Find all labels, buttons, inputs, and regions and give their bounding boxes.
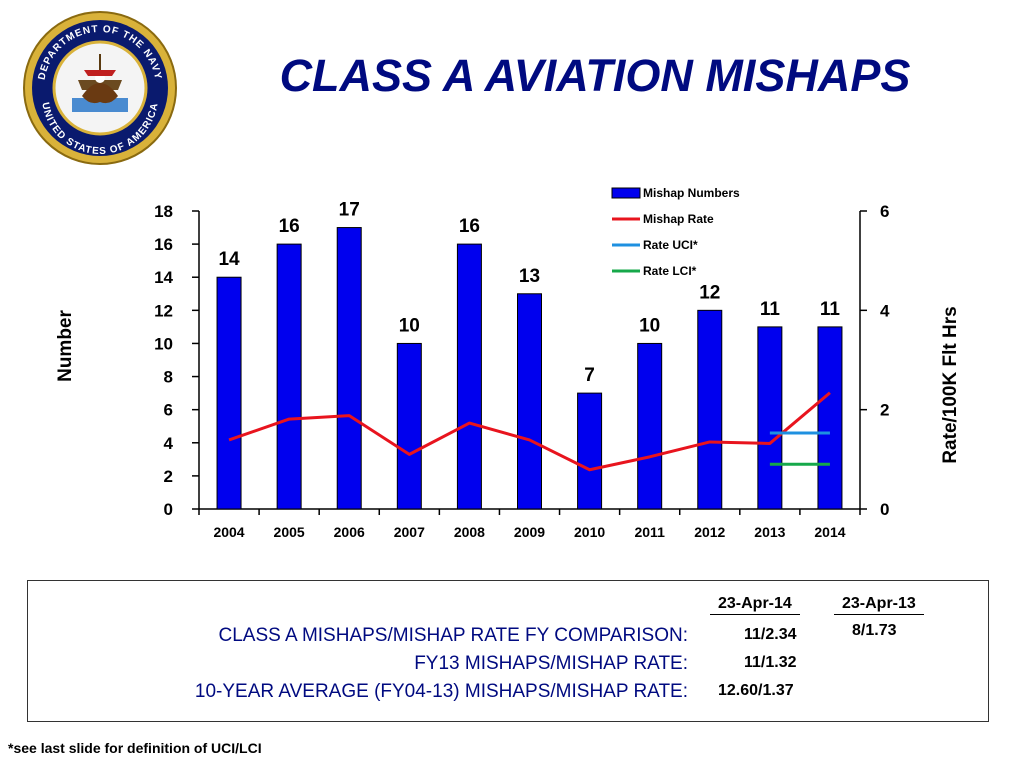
data-labels: 14 16 17 10 16 13 7 10 12 11 11 <box>218 200 840 387</box>
y-tick-label: 4 <box>164 434 174 453</box>
slide-title: CLASS A AVIATION MISHAPS <box>279 50 911 101</box>
cell-10yr-average-current: 12.60/1.37 <box>718 682 794 699</box>
bar-data-label: 13 <box>519 266 540 287</box>
bar-mishap-numbers <box>456 243 482 510</box>
row-label-10yr-average: 10-YEAR AVERAGE (FY04-13) MISHAPS/MISHAP… <box>194 681 688 702</box>
bar-data-label: 11 <box>820 299 841 320</box>
y-tick-label: 16 <box>154 235 173 254</box>
col-header-current: 23-Apr-14 <box>710 595 800 615</box>
footnote: *see last slide for definition of UCI/LC… <box>8 740 262 756</box>
bar-mishap-numbers <box>396 342 422 510</box>
x-tick-label: 2011 <box>634 524 665 540</box>
legend-label: Rate LCI* <box>643 264 697 278</box>
y2-axis-label: Rate/100K Flt Hrs <box>940 306 961 463</box>
x-tick-label: 2004 <box>213 524 244 540</box>
bar-data-label: 10 <box>639 315 660 336</box>
bar-mishap-numbers <box>216 276 242 510</box>
y-tick-label: 8 <box>164 368 173 387</box>
y-tick-label: 10 <box>154 334 173 353</box>
x-tick-label: 2005 <box>274 524 305 540</box>
bar-mishap-numbers <box>697 309 723 510</box>
rate-lines <box>228 391 831 472</box>
y-tick-label: 18 <box>154 202 173 221</box>
bar-data-label: 12 <box>699 282 720 303</box>
x-tick-label: 2009 <box>514 524 545 540</box>
legend-label: Rate UCI* <box>643 238 698 252</box>
bar-mishap-numbers <box>757 326 783 510</box>
chart-axes: 0 2 4 6 8 10 12 14 16 18 0 2 4 6 2004 2005 2006 2007 2008 2… <box>154 202 890 540</box>
bar-mishap-numbers <box>276 243 302 510</box>
navy-seal-logo: DEPARTMENT OF THE NAVY UNITED STATES OF … <box>23 11 177 165</box>
x-tick-label: 2012 <box>694 524 725 540</box>
bar-mishap-numbers <box>517 293 542 510</box>
bar-mishap-numbers <box>336 227 362 510</box>
chart-legend: Mishap Numbers Mishap Rate Rate UCI* Rate L… <box>611 186 740 278</box>
comparison-box: 23-Apr-14 23-Apr-13 CLASS A MISHAPS/MISH… <box>27 580 989 722</box>
bar-mishap-numbers <box>637 342 663 510</box>
y-tick-label: 2 <box>164 467 173 486</box>
x-tick-label: 2014 <box>814 524 845 540</box>
bar-mishap-numbers <box>817 326 843 510</box>
x-tick-label: 2013 <box>754 524 785 540</box>
y-axis-label: Number <box>55 310 76 382</box>
mishap-bars <box>216 227 843 510</box>
y-tick-label: 0 <box>164 500 173 519</box>
bar-data-label: 14 <box>218 249 240 270</box>
x-tick-label: 2010 <box>574 524 605 540</box>
bar-data-label: 16 <box>279 216 300 237</box>
line-mishap-rate <box>228 391 831 472</box>
legend-swatch <box>611 187 641 199</box>
x-tick-label: 2008 <box>454 524 485 540</box>
bar-data-label: 7 <box>584 365 595 386</box>
x-tick-label: 2007 <box>394 524 425 540</box>
y2-tick-label: 6 <box>880 202 889 221</box>
y2-tick-label: 0 <box>880 500 889 519</box>
y-tick-label: 12 <box>154 301 173 320</box>
bar-data-label: 17 <box>339 200 360 221</box>
legend-label: Mishap Numbers <box>643 186 740 200</box>
row-label-fy-comparison: CLASS A MISHAPS/MISHAP RATE FY COMPARISO… <box>218 625 689 646</box>
y-tick-label: 14 <box>154 268 173 287</box>
y2-tick-label: 2 <box>880 401 889 420</box>
cell-fy13-current: 11/1.32 <box>744 654 797 671</box>
col-header-previous: 23-Apr-13 <box>834 595 924 615</box>
y2-tick-label: 4 <box>880 301 890 320</box>
bar-data-label: 16 <box>459 216 480 237</box>
mishaps-chart: 0 2 4 6 8 10 12 14 16 18 0 2 4 6 2004 2005 2006 2007 2008 2… <box>55 186 961 540</box>
x-tick-label: 2006 <box>334 524 365 540</box>
y-tick-label: 6 <box>164 401 173 420</box>
row-label-fy13: FY13 MISHAPS/MISHAP RATE: <box>414 653 688 674</box>
cell-fy-comparison-previous: 8/1.73 <box>852 622 897 639</box>
bar-mishap-numbers <box>577 392 603 510</box>
cell-fy-comparison-current: 11/2.34 <box>744 626 797 643</box>
bar-data-label: 10 <box>399 315 420 336</box>
bar-data-label: 11 <box>760 299 781 320</box>
legend-label: Mishap Rate <box>643 212 714 226</box>
